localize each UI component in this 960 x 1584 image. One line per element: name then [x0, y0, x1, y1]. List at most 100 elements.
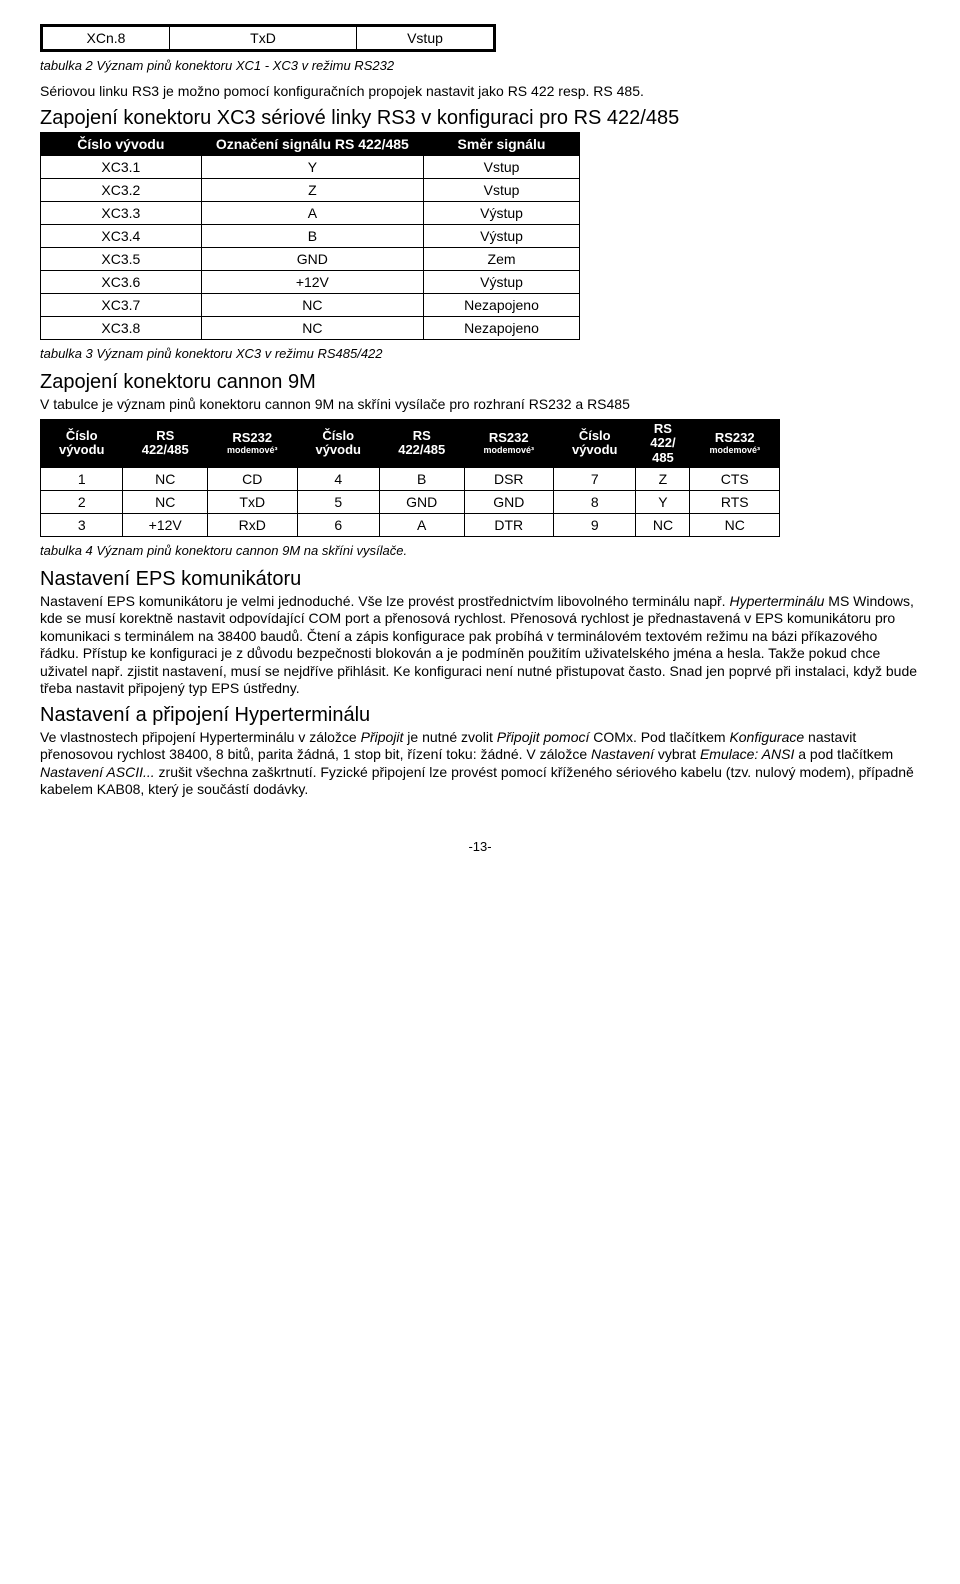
column-header: RS422/485: [379, 420, 464, 468]
text: a pod tlačítkem: [794, 746, 893, 762]
table-row: XC3.8NCNezapojeno: [41, 316, 580, 339]
text-italic: Emulace: ANSI: [700, 746, 794, 762]
cell: 7: [554, 467, 636, 490]
table-row: XC3.6+12VVýstup: [41, 270, 580, 293]
text: zrušit všechna zaškrtnutí. Fyzické připo…: [40, 764, 914, 798]
cell: Vstup: [424, 178, 580, 201]
cell: XC3.8: [41, 316, 202, 339]
column-header: Číslo vývodu: [41, 132, 202, 155]
table-row: XC3.7NCNezapojeno: [41, 293, 580, 316]
cell: Z: [636, 467, 690, 490]
caption-table4: tabulka 4 Význam pinů konektoru cannon 9…: [40, 543, 920, 558]
table-row: XC3.1YVstup: [41, 155, 580, 178]
cell: 8: [554, 490, 636, 513]
heading-nastaveni-hyperterminal: Nastavení a připojení Hyperterminálu: [40, 704, 920, 727]
cell: GND: [464, 490, 554, 513]
column-header: RS232modemové³: [464, 420, 554, 468]
column-header: RS422/485: [636, 420, 690, 468]
cell: XC3.4: [41, 224, 202, 247]
cell: NC: [201, 316, 423, 339]
text-italic: Nastavení: [591, 746, 654, 762]
column-header: Číslovývodu: [554, 420, 636, 468]
heading-nastaveni-eps: Nastavení EPS komunikátoru: [40, 568, 920, 591]
column-header: RS232modemové³: [690, 420, 780, 468]
heading-zapojeni-xc3: Zapojení konektoru XC3 sériové linky RS3…: [40, 107, 920, 130]
cell: NC: [201, 293, 423, 316]
cell: Výstup: [424, 224, 580, 247]
table-row: XCn.8 TxD Vstup: [42, 26, 495, 51]
cell: NC: [636, 513, 690, 536]
cell: XCn.8: [42, 26, 170, 51]
cell: 4: [297, 467, 379, 490]
cell: XC3.6: [41, 270, 202, 293]
text-italic: Nastavení ASCII...: [40, 764, 155, 780]
table-header-row: Číslo vývodu Označení signálu RS 422/485…: [41, 132, 580, 155]
table-xc3-pins: Číslo vývodu Označení signálu RS 422/485…: [40, 132, 580, 340]
column-header: Číslovývodu: [297, 420, 379, 468]
cell: 5: [297, 490, 379, 513]
cell: +12V: [201, 270, 423, 293]
cell: Vstup: [424, 155, 580, 178]
cell: B: [379, 467, 464, 490]
cell: +12V: [123, 513, 208, 536]
paragraph: V tabulce je význam pinů konektoru canno…: [40, 396, 920, 414]
text-italic: Připojit: [361, 729, 404, 745]
cell: CD: [208, 467, 298, 490]
cell: Nezapojeno: [424, 293, 580, 316]
text-italic: Hyperterminálu: [729, 593, 824, 609]
column-header: RS232modemové³: [208, 420, 298, 468]
cell: Výstup: [424, 270, 580, 293]
column-header: Směr signálu: [424, 132, 580, 155]
cell: CTS: [690, 467, 780, 490]
cell: DTR: [464, 513, 554, 536]
cell: XC3.5: [41, 247, 202, 270]
caption-table3: tabulka 3 Význam pinů konektoru XC3 v re…: [40, 346, 920, 361]
cell: 6: [297, 513, 379, 536]
cell: NC: [123, 467, 208, 490]
table-row: XC3.4BVýstup: [41, 224, 580, 247]
cell: Vstup: [357, 26, 495, 51]
cell: 1: [41, 467, 123, 490]
cell: XC3.2: [41, 178, 202, 201]
paragraph-hyperterminal: Ve vlastnostech připojení Hyperterminálu…: [40, 729, 920, 799]
heading-cannon-9m: Zapojení konektoru cannon 9M: [40, 371, 920, 394]
table-row: 2NCTxD5GNDGND8YRTS: [41, 490, 780, 513]
cell: XC3.7: [41, 293, 202, 316]
cell: TxD: [170, 26, 357, 51]
table-row: 3+12VRxD6ADTR9NCNC: [41, 513, 780, 536]
column-header: Označení signálu RS 422/485: [201, 132, 423, 155]
cell: GND: [379, 490, 464, 513]
cell: XC3.1: [41, 155, 202, 178]
text: vybrat: [654, 746, 700, 762]
cell: Y: [201, 155, 423, 178]
paragraph: Sériovou linku RS3 je možno pomocí konfi…: [40, 83, 920, 101]
table-row: 1NCCD4BDSR7ZCTS: [41, 467, 780, 490]
text-italic: Konfigurace: [729, 729, 804, 745]
cell: XC3.3: [41, 201, 202, 224]
cell: Y: [636, 490, 690, 513]
text-italic: Připojit pomocí: [497, 729, 590, 745]
table-row: XC3.3AVýstup: [41, 201, 580, 224]
text: je nutné zvolit: [403, 729, 496, 745]
cell: A: [201, 201, 423, 224]
cell: 9: [554, 513, 636, 536]
table-xcn8: XCn.8 TxD Vstup: [40, 24, 496, 52]
cell: Z: [201, 178, 423, 201]
table-row: XC3.5GNDZem: [41, 247, 580, 270]
caption-table2: tabulka 2 Význam pinů konektoru XC1 - XC…: [40, 58, 920, 73]
cell: RTS: [690, 490, 780, 513]
paragraph-eps: Nastavení EPS komunikátoru je velmi jedn…: [40, 593, 920, 698]
cell: Nezapojeno: [424, 316, 580, 339]
cell: RxD: [208, 513, 298, 536]
table-row: XC3.2ZVstup: [41, 178, 580, 201]
column-header: RS422/485: [123, 420, 208, 468]
cell: 3: [41, 513, 123, 536]
column-header: Číslovývodu: [41, 420, 123, 468]
table-cannon-9m: ČíslovývoduRS422/485RS232modemové³Číslov…: [40, 419, 780, 537]
cell: NC: [690, 513, 780, 536]
cell: GND: [201, 247, 423, 270]
cell: TxD: [208, 490, 298, 513]
cell: NC: [123, 490, 208, 513]
cell: DSR: [464, 467, 554, 490]
text: Nastavení EPS komunikátoru je velmi jedn…: [40, 593, 729, 609]
